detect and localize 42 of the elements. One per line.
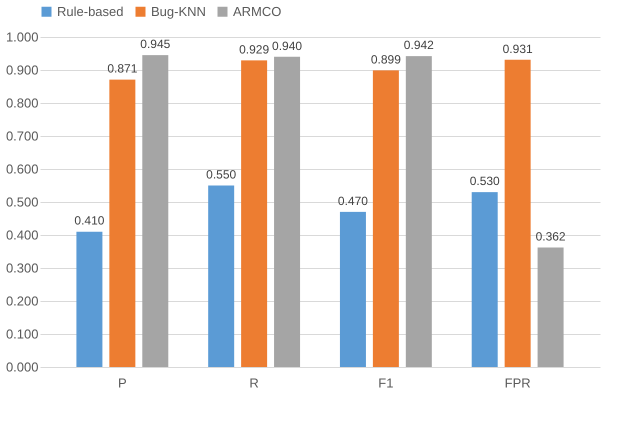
y-tick-label: 0.600 bbox=[6, 162, 38, 176]
data-label: 0.550 bbox=[206, 168, 237, 182]
legend-label: ARMCO bbox=[233, 4, 282, 19]
bar bbox=[208, 186, 234, 367]
bar bbox=[241, 60, 268, 367]
y-tick-label: 1.000 bbox=[6, 30, 38, 44]
y-tick-label: 0.900 bbox=[6, 62, 38, 78]
y-tick-label: 0.400 bbox=[6, 228, 38, 242]
data-label: 0.945 bbox=[140, 37, 171, 52]
data-label: 0.530 bbox=[470, 174, 500, 188]
data-label: 0.931 bbox=[502, 42, 533, 56]
y-tick-label: 0.200 bbox=[6, 294, 38, 308]
data-label: 0.929 bbox=[239, 42, 270, 56]
data-label: 0.871 bbox=[107, 62, 138, 76]
bar bbox=[472, 192, 498, 367]
bar bbox=[142, 55, 168, 367]
y-tick-label: 0.300 bbox=[6, 260, 38, 276]
bar bbox=[76, 232, 102, 367]
data-label: 0.410 bbox=[74, 214, 105, 228]
legend-label: Rule-based bbox=[57, 4, 124, 19]
bar bbox=[504, 60, 531, 367]
bar bbox=[372, 70, 399, 367]
bar bbox=[274, 56, 300, 367]
bar bbox=[340, 212, 366, 367]
y-tick-label: 0.000 bbox=[6, 360, 38, 374]
data-label: 0.942 bbox=[404, 38, 434, 52]
data-label: 0.470 bbox=[338, 194, 368, 208]
y-tick-label: 0.500 bbox=[6, 194, 38, 210]
x-tick-label: FPR bbox=[504, 376, 531, 390]
y-tick-label: 0.800 bbox=[6, 96, 38, 110]
y-tick-label: 0.700 bbox=[6, 128, 38, 144]
data-label: 0.899 bbox=[370, 52, 402, 66]
data-label: 0.940 bbox=[272, 38, 302, 53]
bar bbox=[538, 248, 564, 367]
y-tick-label: 0.100 bbox=[6, 326, 38, 342]
x-tick-label: F1 bbox=[378, 376, 394, 390]
bar bbox=[406, 56, 432, 367]
data-label: 0.362 bbox=[536, 230, 566, 244]
x-tick-label: P bbox=[118, 376, 127, 390]
x-tick-label: R bbox=[249, 376, 259, 390]
bar bbox=[109, 80, 136, 367]
legend-label: Bug-KNN bbox=[151, 4, 206, 19]
